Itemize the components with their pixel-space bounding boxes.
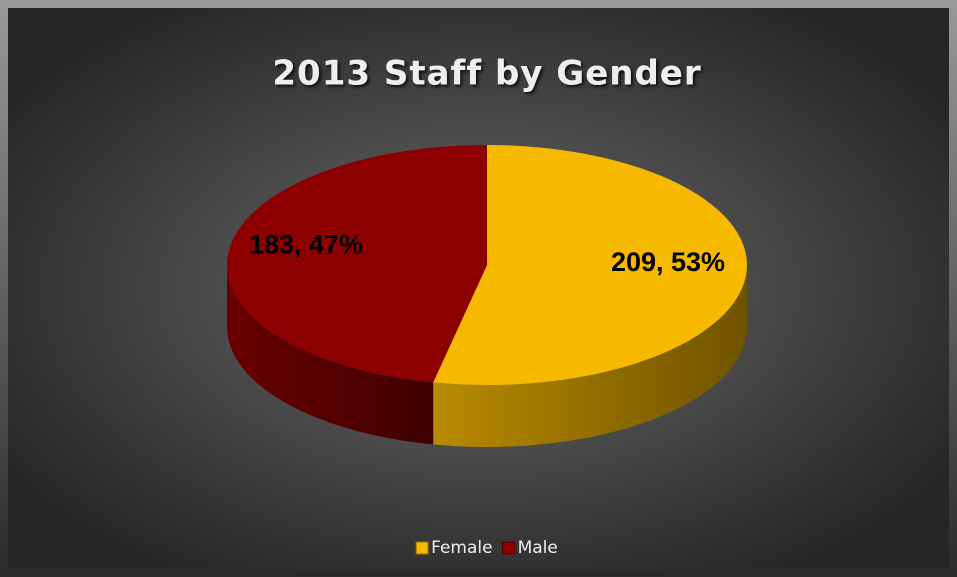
slice-side	[227, 265, 434, 445]
chart-title: 2013 Staff by Gender	[272, 54, 701, 94]
legend-label: Male	[518, 538, 558, 558]
slice	[226, 145, 487, 383]
pie: 209, 53% 183, 47%	[226, 145, 747, 447]
legend: Female Male	[415, 538, 558, 558]
legend-swatch	[415, 541, 429, 555]
data-label: 209, 53%	[611, 247, 725, 277]
slice	[433, 145, 747, 385]
legend-swatch	[502, 541, 516, 555]
legend-label: Female	[431, 538, 492, 558]
slice-side	[433, 265, 747, 447]
data-label: 183, 47%	[249, 229, 363, 259]
